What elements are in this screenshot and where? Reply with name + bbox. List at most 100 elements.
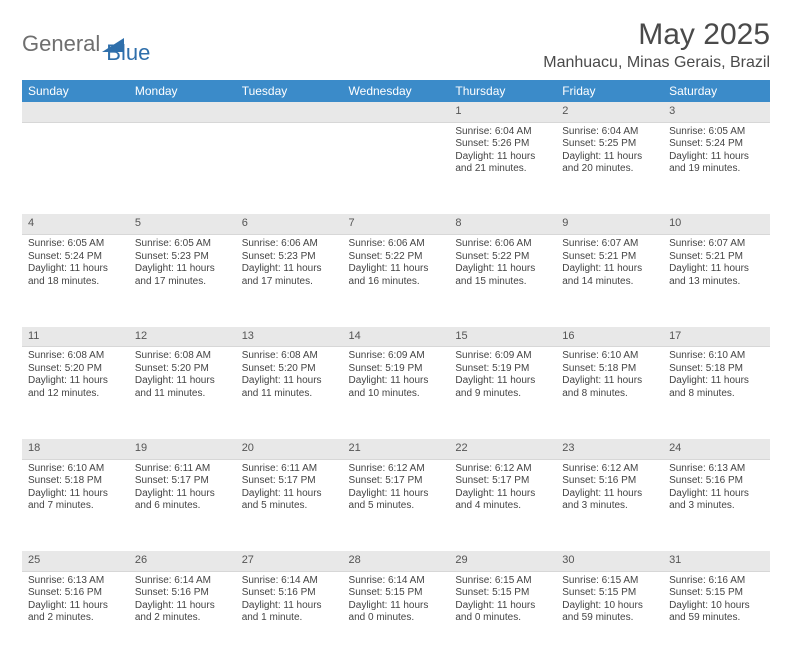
weekday-header: Thursday	[449, 80, 556, 102]
day-number: 8	[449, 214, 556, 234]
day-number: 22	[449, 439, 556, 459]
day-number: 13	[236, 327, 343, 347]
sunrise-line: Sunrise: 6:05 AM	[28, 238, 123, 251]
day-cell: Sunrise: 6:12 AMSunset: 5:16 PMDaylight:…	[556, 459, 663, 551]
sunset-line: Sunset: 5:17 PM	[455, 475, 550, 488]
sunrise-line: Sunrise: 6:06 AM	[242, 238, 337, 251]
day-cell: Sunrise: 6:11 AMSunset: 5:17 PMDaylight:…	[129, 459, 236, 551]
day-cell: Sunrise: 6:16 AMSunset: 5:15 PMDaylight:…	[663, 571, 770, 663]
sunset-line: Sunset: 5:23 PM	[135, 251, 230, 264]
daylight-line: Daylight: 11 hours and 16 minutes.	[349, 263, 444, 288]
day-cell: Sunrise: 6:06 AMSunset: 5:23 PMDaylight:…	[236, 235, 343, 327]
day-number: 12	[129, 327, 236, 347]
day-number-row: 45678910	[22, 214, 770, 234]
day-cell: Sunrise: 6:08 AMSunset: 5:20 PMDaylight:…	[22, 347, 129, 439]
sunrise-line: Sunrise: 6:07 AM	[562, 238, 657, 251]
day-number: 1	[449, 102, 556, 122]
weekday-header: Saturday	[663, 80, 770, 102]
day-cell: Sunrise: 6:15 AMSunset: 5:15 PMDaylight:…	[556, 571, 663, 663]
sunset-line: Sunset: 5:24 PM	[669, 138, 764, 151]
daylight-line: Daylight: 11 hours and 0 minutes.	[349, 600, 444, 625]
sunset-line: Sunset: 5:21 PM	[669, 251, 764, 264]
day-number	[343, 102, 450, 122]
sunset-line: Sunset: 5:16 PM	[135, 587, 230, 600]
sunrise-line: Sunrise: 6:06 AM	[349, 238, 444, 251]
calendar-table: Sunday Monday Tuesday Wednesday Thursday…	[22, 80, 770, 663]
weekday-header: Wednesday	[343, 80, 450, 102]
day-content-row: Sunrise: 6:05 AMSunset: 5:24 PMDaylight:…	[22, 235, 770, 327]
daylight-line: Daylight: 11 hours and 5 minutes.	[242, 488, 337, 513]
day-number-row: 18192021222324	[22, 439, 770, 459]
day-cell	[236, 122, 343, 214]
daylight-line: Daylight: 11 hours and 12 minutes.	[28, 375, 123, 400]
sunrise-line: Sunrise: 6:14 AM	[135, 575, 230, 588]
day-number-row: 11121314151617	[22, 327, 770, 347]
logo: General Blue	[22, 18, 150, 66]
day-number: 20	[236, 439, 343, 459]
day-cell: Sunrise: 6:07 AMSunset: 5:21 PMDaylight:…	[556, 235, 663, 327]
day-number: 4	[22, 214, 129, 234]
sunset-line: Sunset: 5:15 PM	[669, 587, 764, 600]
day-number: 16	[556, 327, 663, 347]
day-number: 30	[556, 551, 663, 571]
day-number-row: 123	[22, 102, 770, 122]
location: Manhuacu, Minas Gerais, Brazil	[543, 54, 770, 72]
sunrise-line: Sunrise: 6:11 AM	[242, 463, 337, 476]
daylight-line: Daylight: 11 hours and 14 minutes.	[562, 263, 657, 288]
day-number: 29	[449, 551, 556, 571]
sunrise-line: Sunrise: 6:05 AM	[135, 238, 230, 251]
day-number: 19	[129, 439, 236, 459]
day-cell: Sunrise: 6:10 AMSunset: 5:18 PMDaylight:…	[22, 459, 129, 551]
sunset-line: Sunset: 5:18 PM	[28, 475, 123, 488]
sunset-line: Sunset: 5:21 PM	[562, 251, 657, 264]
day-cell: Sunrise: 6:10 AMSunset: 5:18 PMDaylight:…	[663, 347, 770, 439]
day-number: 9	[556, 214, 663, 234]
sunset-line: Sunset: 5:15 PM	[349, 587, 444, 600]
sunrise-line: Sunrise: 6:04 AM	[562, 126, 657, 139]
day-number: 23	[556, 439, 663, 459]
daylight-line: Daylight: 11 hours and 5 minutes.	[349, 488, 444, 513]
day-cell: Sunrise: 6:06 AMSunset: 5:22 PMDaylight:…	[449, 235, 556, 327]
day-cell: Sunrise: 6:10 AMSunset: 5:18 PMDaylight:…	[556, 347, 663, 439]
day-number	[22, 102, 129, 122]
sunset-line: Sunset: 5:19 PM	[349, 363, 444, 376]
day-number: 31	[663, 551, 770, 571]
logo-word-2: Blue	[106, 40, 150, 66]
daylight-line: Daylight: 11 hours and 11 minutes.	[135, 375, 230, 400]
day-cell: Sunrise: 6:13 AMSunset: 5:16 PMDaylight:…	[663, 459, 770, 551]
day-number: 7	[343, 214, 450, 234]
sunset-line: Sunset: 5:25 PM	[562, 138, 657, 151]
day-number: 24	[663, 439, 770, 459]
daylight-line: Daylight: 11 hours and 3 minutes.	[669, 488, 764, 513]
day-cell	[22, 122, 129, 214]
day-cell: Sunrise: 6:13 AMSunset: 5:16 PMDaylight:…	[22, 571, 129, 663]
daylight-line: Daylight: 11 hours and 17 minutes.	[242, 263, 337, 288]
day-number: 25	[22, 551, 129, 571]
daylight-line: Daylight: 11 hours and 10 minutes.	[349, 375, 444, 400]
day-number: 5	[129, 214, 236, 234]
daylight-line: Daylight: 11 hours and 11 minutes.	[242, 375, 337, 400]
header: General Blue May 2025 Manhuacu, Minas Ge…	[22, 18, 770, 72]
daylight-line: Daylight: 11 hours and 13 minutes.	[669, 263, 764, 288]
sunrise-line: Sunrise: 6:08 AM	[242, 350, 337, 363]
sunrise-line: Sunrise: 6:16 AM	[669, 575, 764, 588]
sunrise-line: Sunrise: 6:14 AM	[349, 575, 444, 588]
weekday-header: Sunday	[22, 80, 129, 102]
sunset-line: Sunset: 5:15 PM	[455, 587, 550, 600]
day-number: 28	[343, 551, 450, 571]
sunset-line: Sunset: 5:15 PM	[562, 587, 657, 600]
daylight-line: Daylight: 11 hours and 20 minutes.	[562, 151, 657, 176]
sunrise-line: Sunrise: 6:12 AM	[562, 463, 657, 476]
day-number: 27	[236, 551, 343, 571]
day-content-row: Sunrise: 6:10 AMSunset: 5:18 PMDaylight:…	[22, 459, 770, 551]
day-cell: Sunrise: 6:14 AMSunset: 5:15 PMDaylight:…	[343, 571, 450, 663]
day-cell: Sunrise: 6:12 AMSunset: 5:17 PMDaylight:…	[343, 459, 450, 551]
daylight-line: Daylight: 11 hours and 8 minutes.	[669, 375, 764, 400]
day-cell: Sunrise: 6:14 AMSunset: 5:16 PMDaylight:…	[129, 571, 236, 663]
daylight-line: Daylight: 11 hours and 19 minutes.	[669, 151, 764, 176]
day-number: 11	[22, 327, 129, 347]
daylight-line: Daylight: 11 hours and 7 minutes.	[28, 488, 123, 513]
daylight-line: Daylight: 11 hours and 2 minutes.	[135, 600, 230, 625]
sunset-line: Sunset: 5:16 PM	[242, 587, 337, 600]
day-content-row: Sunrise: 6:04 AMSunset: 5:26 PMDaylight:…	[22, 122, 770, 214]
